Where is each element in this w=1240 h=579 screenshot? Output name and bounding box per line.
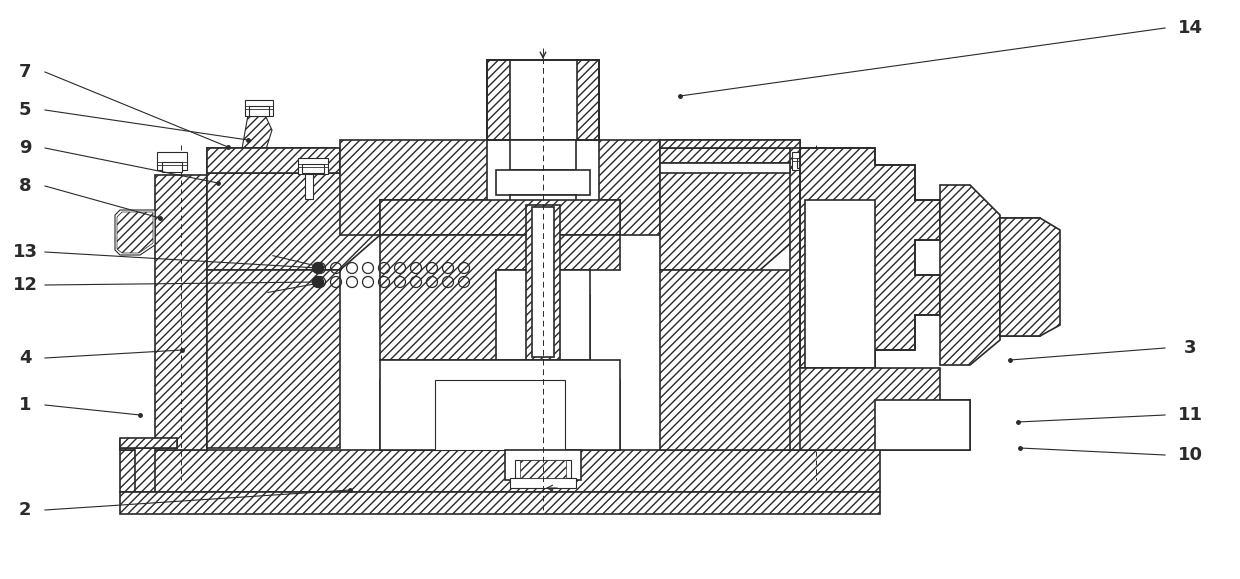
Bar — [120, 492, 880, 514]
Bar — [305, 174, 312, 199]
Bar — [510, 140, 577, 170]
Bar — [435, 380, 565, 450]
Bar — [379, 360, 620, 450]
Bar — [207, 148, 337, 163]
Bar — [120, 450, 880, 492]
Bar — [157, 152, 187, 170]
Bar — [660, 163, 790, 173]
Text: 11: 11 — [1178, 406, 1203, 424]
Text: 2: 2 — [19, 501, 31, 519]
Polygon shape — [120, 438, 177, 448]
Circle shape — [312, 277, 324, 288]
Text: 1: 1 — [19, 396, 31, 414]
Polygon shape — [800, 148, 940, 368]
Polygon shape — [577, 60, 599, 140]
Text: 7: 7 — [19, 63, 31, 81]
Bar — [496, 170, 590, 195]
Polygon shape — [379, 235, 620, 450]
Bar — [999, 218, 1040, 336]
Polygon shape — [207, 173, 379, 270]
Bar — [249, 106, 269, 116]
Bar — [790, 168, 842, 450]
Bar — [207, 163, 337, 173]
Bar — [298, 158, 329, 174]
Text: 4: 4 — [19, 349, 31, 367]
Bar — [207, 270, 340, 448]
Polygon shape — [660, 140, 800, 270]
Bar — [792, 152, 822, 170]
Bar — [303, 164, 324, 173]
Bar — [660, 270, 800, 450]
Polygon shape — [520, 460, 565, 478]
Text: 12: 12 — [12, 276, 37, 294]
Bar — [155, 175, 207, 450]
Polygon shape — [120, 440, 177, 450]
Bar — [487, 60, 599, 140]
Text: 13: 13 — [12, 243, 37, 261]
Circle shape — [312, 262, 324, 273]
Polygon shape — [207, 148, 340, 173]
Polygon shape — [241, 115, 272, 175]
Polygon shape — [117, 212, 153, 253]
Bar — [496, 270, 590, 360]
Bar — [875, 400, 970, 450]
Polygon shape — [379, 200, 620, 235]
Bar — [805, 200, 875, 368]
Polygon shape — [940, 185, 999, 365]
Text: 10: 10 — [1178, 446, 1203, 464]
Polygon shape — [599, 140, 660, 235]
Bar — [797, 158, 818, 168]
Bar — [246, 100, 273, 116]
Bar — [162, 162, 182, 172]
Text: 9: 9 — [19, 139, 31, 157]
Polygon shape — [120, 448, 155, 492]
Text: 14: 14 — [1178, 19, 1203, 37]
Bar — [487, 60, 599, 140]
Bar — [515, 460, 570, 478]
Polygon shape — [115, 210, 155, 255]
Polygon shape — [660, 140, 800, 148]
Bar — [510, 195, 577, 205]
Text: 3: 3 — [1184, 339, 1197, 357]
Polygon shape — [340, 140, 487, 235]
Bar — [526, 205, 560, 360]
Polygon shape — [800, 368, 970, 450]
Bar — [660, 148, 790, 163]
Bar — [505, 450, 582, 480]
Polygon shape — [999, 218, 1060, 336]
Polygon shape — [487, 60, 510, 140]
Bar — [510, 478, 577, 488]
Bar — [532, 207, 554, 357]
Text: 8: 8 — [19, 177, 31, 195]
Text: 5: 5 — [19, 101, 31, 119]
